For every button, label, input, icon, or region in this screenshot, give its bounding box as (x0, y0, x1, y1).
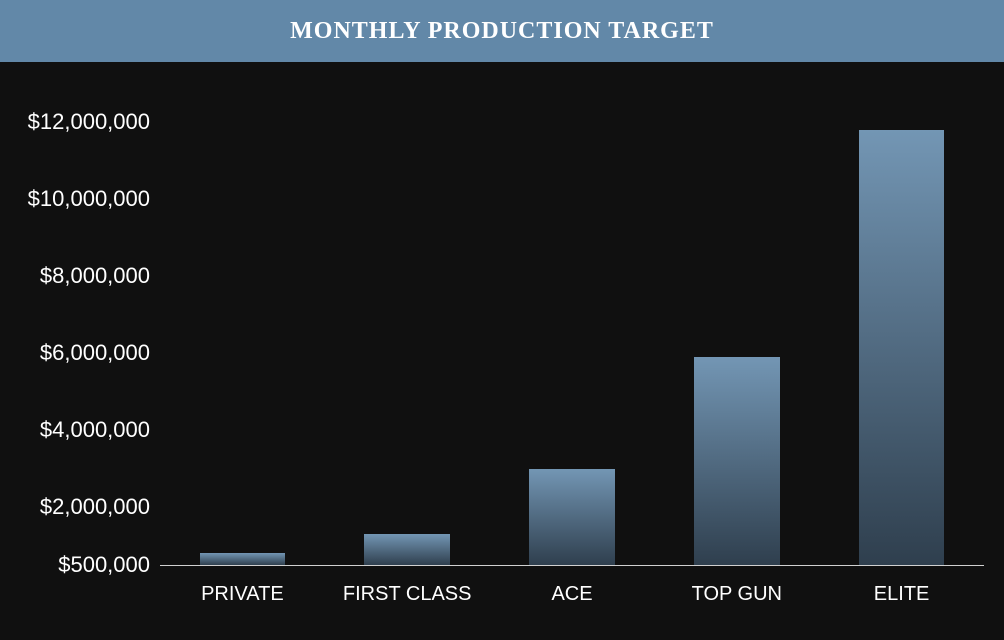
x-tick-label: ELITE (874, 583, 930, 606)
y-axis-labels: $500,000$2,000,000$4,000,000$6,000,000$8… (0, 122, 150, 565)
chart-title: MONTHLY PRODUCTION TARGET (290, 18, 714, 45)
chart-header: MONTHLY PRODUCTION TARGET (0, 0, 1004, 62)
y-tick-label: $2,000,000 (40, 494, 150, 520)
bar (529, 469, 615, 565)
x-tick-label: ACE (551, 583, 592, 606)
y-tick-label: $12,000,000 (28, 109, 150, 135)
y-tick-label: $500,000 (58, 552, 150, 578)
y-tick-label: $4,000,000 (40, 417, 150, 443)
plot-region (160, 122, 984, 565)
bar (364, 534, 450, 565)
y-tick-label: $6,000,000 (40, 340, 150, 366)
chart-area: $500,000 $2,000,000 $4,000,000 $6,000,000 $8… (0, 62, 1004, 640)
x-axis-baseline (160, 565, 984, 566)
x-tick-label: PRIVATE (201, 583, 284, 606)
bar (859, 130, 945, 565)
x-tick-label: FIRST CLASS (343, 583, 472, 606)
x-tick-label: TOP GUN (692, 583, 782, 606)
bar (694, 357, 780, 565)
bar (200, 553, 286, 565)
y-tick-label: $8,000,000 (40, 263, 150, 289)
y-tick-label: $10,000,000 (28, 186, 150, 212)
